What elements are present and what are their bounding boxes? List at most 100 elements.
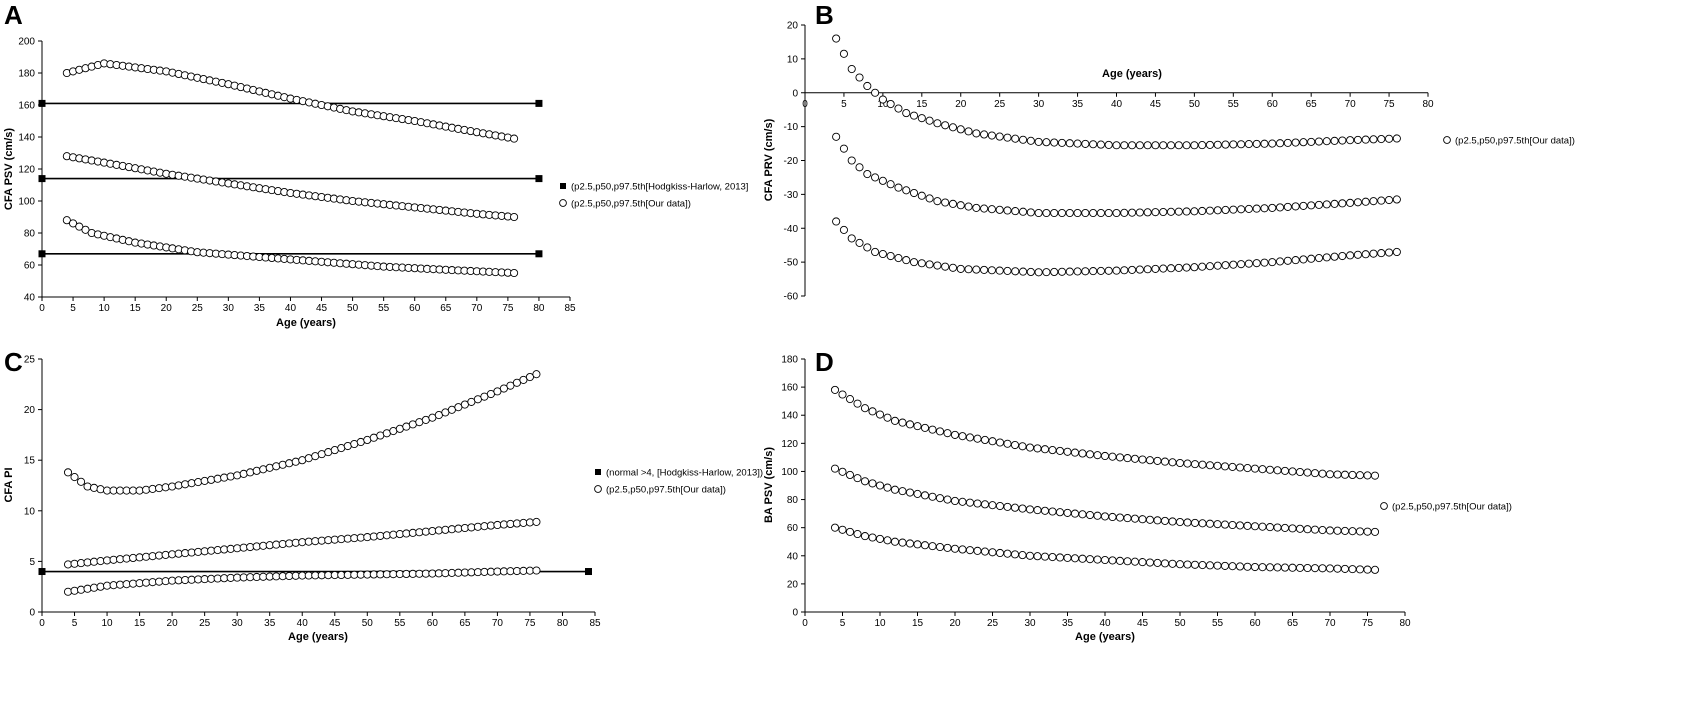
panel-b-p25-point [839, 225, 848, 234]
panel-c-p975-point [89, 483, 99, 492]
panel-d-p50-point [853, 474, 862, 483]
panel-d-p50-point [1115, 513, 1125, 522]
panel-b-p50-point [902, 186, 911, 195]
panel-d-p25-point [1235, 562, 1245, 571]
panel-b-p25-point [941, 262, 950, 271]
panel-d-p975-point [853, 399, 862, 408]
panel-c-p975-point [142, 485, 151, 494]
panel-d-p975-point [1108, 452, 1117, 461]
panel-d-p975-point [1273, 466, 1282, 475]
panel-b-p975-point [886, 99, 895, 109]
panel-b-p975-point [1065, 139, 1074, 148]
panel-b-p50-point [1291, 202, 1300, 211]
panel-d-p975-point [890, 416, 900, 425]
panel-b-p25-point [1205, 262, 1214, 271]
panel-b-p50-point [1221, 205, 1230, 215]
panel-d-p50-point [1040, 506, 1050, 515]
panel-d-y-tick-label: 140 [781, 411, 798, 422]
panel-d-p50-point [1078, 510, 1087, 519]
panel-b-p50-point [1338, 199, 1347, 208]
panel-b-x-tick-label: 45 [1150, 99, 1162, 110]
panel-b-p975-point [909, 111, 919, 120]
panel-d-p975-point [1340, 470, 1350, 479]
panel-d-p50-point [1213, 520, 1222, 529]
panel-d-p25-point [913, 540, 922, 549]
panel-c-legend-square-marker [595, 469, 601, 475]
panel-c-p975-point [493, 387, 502, 396]
panel-d-p25-point [1085, 555, 1095, 564]
panel-a-x-tick-label: 35 [254, 303, 266, 314]
panel-c-p25-point [70, 586, 79, 595]
panel-d-p50-point [1235, 521, 1245, 530]
panel-a-y-tick-label: 120 [18, 165, 35, 176]
panel-d-p25-point [1115, 556, 1125, 565]
panel-b-p50-point [871, 173, 880, 182]
panel-d-p50-point [1190, 518, 1200, 527]
panel-d-x-tick-label: 35 [1062, 618, 1074, 629]
panel-b-p50-point [894, 183, 903, 192]
panel-b-p975-point [1159, 141, 1168, 150]
panel-b-x-tick-label: 25 [994, 99, 1006, 110]
panel-b-p25-point [1252, 259, 1261, 268]
panel-d-p50-point [965, 498, 975, 507]
panel-a-y-tick-label: 180 [18, 69, 35, 80]
panel-d-p25-point [1295, 563, 1305, 572]
panel-b-p25-point [902, 256, 911, 265]
panel-c-x-tick-label: 25 [199, 618, 211, 629]
panel-d-p50-point [868, 479, 877, 488]
panel-d-p25-point [1078, 554, 1087, 563]
panel-d-p50-point [1033, 506, 1042, 515]
panel-c-p975-point [96, 485, 105, 494]
panel-b-p975-point [1322, 137, 1331, 146]
panel-d-x-tick-label: 60 [1249, 618, 1261, 629]
panel-b-p25-point [1182, 263, 1191, 272]
panel-b-p25-point [1330, 252, 1339, 261]
panel-d-x-tick-label: 70 [1324, 618, 1336, 629]
panel-d-p25-point [958, 545, 967, 554]
panel-a-x-tick-label: 30 [223, 303, 235, 314]
panel-c-x-tick-label: 55 [394, 618, 406, 629]
panel-d-p975-point [1288, 467, 1297, 476]
panel-d-p25-point [1145, 558, 1155, 567]
panel-b-p50-point [1128, 208, 1137, 217]
panel-b-p25-point [855, 238, 864, 247]
panel-d-p975-point [1295, 467, 1305, 477]
panel-b-p25-point [909, 258, 919, 267]
panel-d-p25-point [980, 547, 990, 556]
panel-d-p975-point [1303, 468, 1312, 477]
panel-d-p25-point [920, 541, 930, 550]
panel-b-p25-point [1120, 266, 1129, 275]
panel-c-p975-point [525, 372, 534, 382]
panel-d-p975-point [1258, 465, 1267, 474]
panel-b-p975-point [1385, 134, 1394, 143]
panel-d-p975-point [830, 385, 840, 394]
panel-b-p50-point [987, 205, 996, 214]
panel-b-p975-point [1104, 140, 1113, 149]
panel-b-p975-point [1213, 140, 1222, 149]
panel-d-p25-point [1220, 561, 1230, 570]
panel-b-p25-point [1369, 249, 1378, 258]
panel-d-p50-point [890, 485, 900, 494]
panel-d-p50-point [1070, 509, 1080, 518]
panel-a-x-tick-label: 65 [440, 303, 452, 314]
panel-d-p25-point [1250, 562, 1260, 572]
panel-d-p25-point [1063, 553, 1072, 562]
panel-d-p975-point [973, 434, 982, 443]
panel-c-p25-point [63, 587, 73, 596]
panel-b-p25-point [1174, 263, 1183, 272]
panel-b-p975-point [1205, 140, 1214, 149]
panel-a-x-tick-label: 10 [99, 303, 111, 314]
panel-b-p975-point [933, 119, 942, 128]
panel-d-p50-point [1340, 526, 1350, 535]
panel-d-p50-point [1370, 527, 1380, 536]
panel-b-p975-point [917, 114, 926, 123]
panel-d-p50-point [928, 492, 937, 501]
panel-b-x-tick-label: 10 [877, 99, 889, 110]
panel-b-p50-point [1330, 199, 1339, 208]
panel-d-p975-point [1370, 471, 1380, 480]
panel-d-legend-label: (p2.5,p50,p97.5th[Our data]) [1392, 502, 1512, 513]
panel-b-p25-point [1019, 267, 1028, 276]
panel-d-p25-point [1355, 565, 1365, 574]
panel-b-p50-point [1190, 207, 1199, 216]
panel-b-y-tick-label: -20 [784, 156, 799, 167]
